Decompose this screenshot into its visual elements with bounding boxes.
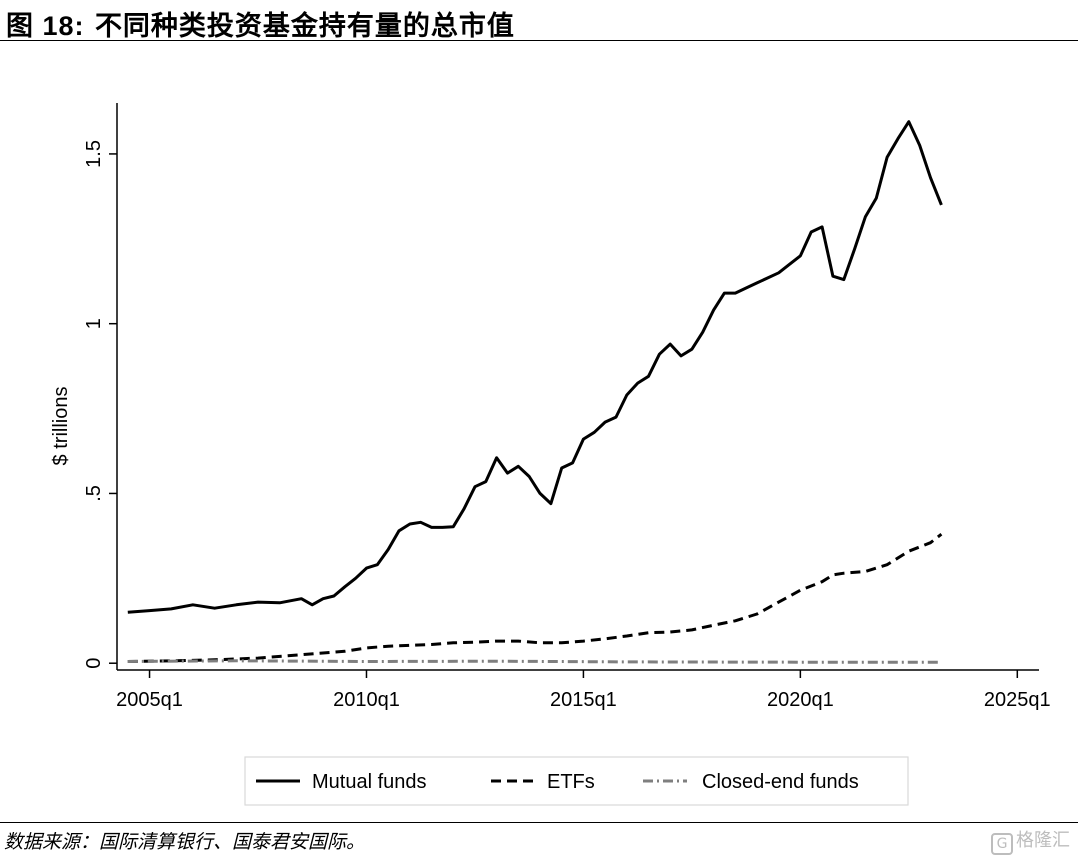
x-tick-label: 2005q1 [116, 689, 183, 711]
chart: $ trillions 2005q1 2010q1 2015q1 2020q1 2025… [50, 103, 1051, 806]
y-tick-label: 1 [83, 318, 105, 329]
figure-label: 图 18: [6, 11, 85, 41]
watermark: G 格隆汇 [991, 826, 1070, 855]
source-note: 数据来源：国际清算银行、国泰君安国际。 [4, 831, 366, 853]
ticks: 2005q1 2010q1 2015q1 2020q1 2025q1 0 .5 1 1.5 [83, 140, 1051, 711]
y-tick-label: 0 [83, 658, 105, 669]
series-layer [127, 120, 943, 664]
x-tick-label: 2010q1 [333, 689, 400, 711]
top-rule [0, 40, 1078, 41]
watermark-text: 格隆汇 [1016, 830, 1070, 851]
figure-title: 图 18: 不同种类投资基金持有量的总市值 [6, 4, 515, 43]
legend-label-etf: ETFs [547, 771, 595, 793]
legend: Mutual funds ETFs Closed-end funds [244, 756, 909, 806]
series-line-mutual-funds [127, 120, 943, 614]
figure-caption: 不同种类投资基金持有量的总市值 [94, 11, 515, 42]
x-tick-label: 2025q1 [984, 689, 1051, 711]
legend-label-closed: Closed-end funds [702, 771, 859, 793]
y-tick-label: .5 [83, 485, 105, 502]
axes [116, 103, 1039, 671]
legend-box [244, 756, 909, 806]
x-tick-label: 2020q1 [767, 689, 834, 711]
y-axis-title: $ trillions [50, 387, 72, 466]
bottom-rule [0, 822, 1078, 823]
series-line-etfs [127, 533, 943, 663]
y-tick-label: 1.5 [83, 140, 105, 168]
watermark-logo-icon: G [991, 833, 1013, 855]
legend-label-mutual: Mutual funds [312, 771, 427, 793]
series-line-closed-end-funds [127, 659, 942, 664]
x-tick-label: 2015q1 [550, 689, 617, 711]
